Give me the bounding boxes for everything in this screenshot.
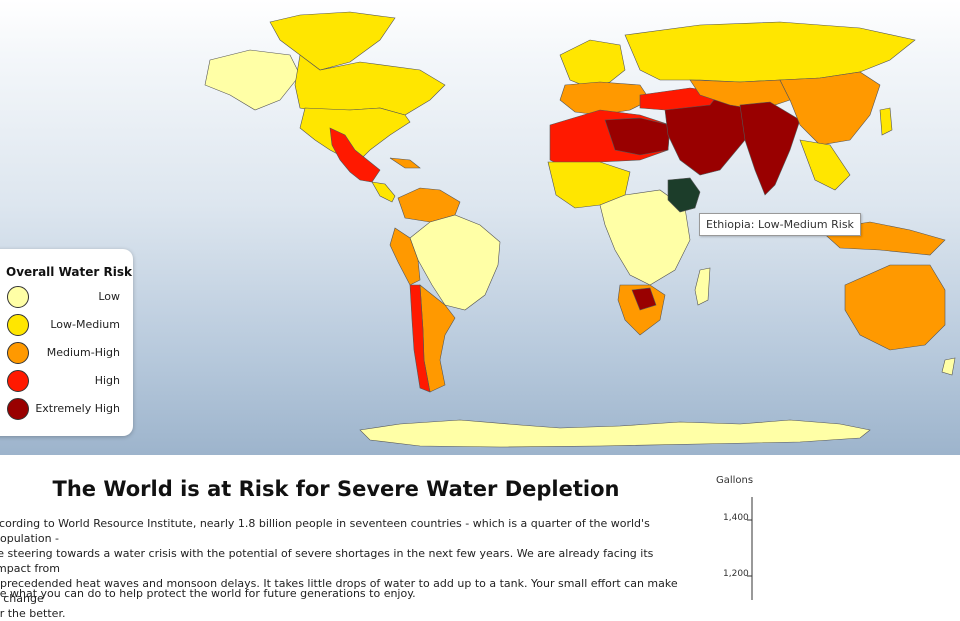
region-new-zealand[interactable] (941, 357, 956, 376)
legend-title: Overall Water Risk (6, 265, 132, 279)
water-risk-map: Overall Water Risk Low Low-Medium Medium… (0, 0, 960, 455)
gallons-axis-svg (747, 497, 753, 600)
paragraph-line: re steering towards a water crisis with … (0, 547, 654, 575)
legend-item-low: Low (0, 286, 133, 312)
region-india[interactable] (739, 101, 801, 196)
region-botswana[interactable] (631, 287, 657, 311)
world-map-svg (204, 11, 956, 448)
legend-label-high: High (94, 374, 120, 387)
region-caribbean[interactable] (389, 157, 421, 169)
region-china[interactable] (779, 71, 881, 146)
region-peru[interactable] (389, 227, 421, 286)
legend-label-low: Low (98, 290, 120, 303)
region-alaska[interactable] (204, 49, 301, 111)
region-japan[interactable] (879, 107, 893, 136)
gallons-chart: Gallons 1,400 1,200 (690, 473, 780, 600)
legend-item-high: High (0, 370, 133, 396)
region-usa[interactable] (299, 107, 411, 166)
region-greenland[interactable] (269, 11, 396, 71)
legend-panel: Overall Water Risk Low Low-Medium Medium… (0, 249, 133, 436)
region-russia[interactable] (624, 21, 916, 83)
page-title: The World is at Risk for Severe Water De… (52, 477, 620, 501)
region-antarctica[interactable] (359, 419, 871, 448)
gallons-tick-label-1400: 1,400 (723, 513, 749, 523)
region-southeast-asia[interactable] (799, 139, 851, 191)
region-north-south-america[interactable] (397, 187, 461, 223)
legend-label-low-medium: Low-Medium (50, 318, 120, 331)
legend-swatch-low-medium (7, 314, 29, 336)
region-libya-egypt[interactable] (604, 117, 671, 156)
paragraph-line: ccording to World Resource Institute, ne… (0, 517, 650, 545)
legend-swatch-extremely-high (7, 398, 29, 420)
intro-paragraph: ccording to World Resource Institute, ne… (0, 516, 683, 621)
region-ethiopia[interactable] (667, 177, 701, 213)
region-northern-europe[interactable] (559, 39, 626, 89)
legend-item-low-medium: Low-Medium (0, 314, 133, 340)
region-central-europe[interactable] (559, 81, 651, 116)
legend-swatch-medium-high (7, 342, 29, 364)
legend-swatch-high (7, 370, 29, 392)
article-section: The World is at Risk for Severe Water De… (0, 455, 960, 620)
gallons-tick-label-1200: 1,200 (723, 569, 749, 579)
region-madagascar[interactable] (694, 267, 711, 306)
region-chile[interactable] (409, 284, 431, 393)
region-australia[interactable] (844, 264, 946, 351)
legend-label-medium-high: Medium-High (46, 346, 120, 359)
legend-item-medium-high: Medium-High (0, 342, 133, 368)
legend-item-extremely-high: Extremely High (0, 398, 133, 424)
legend-swatch-low (7, 286, 29, 308)
gallons-axis-label: Gallons (716, 475, 754, 486)
cta-text: ee what you can do to help protect the w… (0, 587, 416, 600)
map-tooltip: Ethiopia: Low-Medium Risk (699, 213, 861, 236)
legend-label-extremely-high: Extremely High (35, 402, 120, 415)
region-central-america[interactable] (371, 181, 396, 203)
region-central-africa[interactable] (599, 189, 691, 286)
paragraph-line: or the better. (0, 607, 66, 620)
